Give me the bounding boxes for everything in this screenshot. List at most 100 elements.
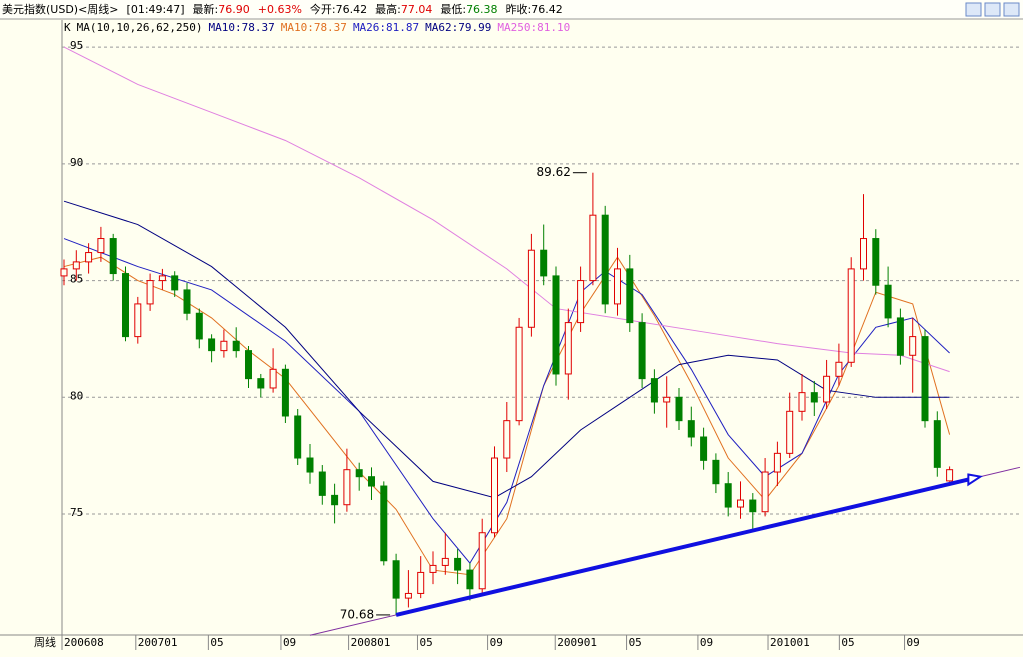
button[interactable] [984,2,1001,17]
header-text: 最高: [375,2,401,16]
candle-body [700,436,708,461]
candle-body [158,275,166,282]
x-tick-label: 05 [419,636,432,649]
header-text: 最新: [193,2,219,16]
candle-body [675,396,683,422]
annotation-label: 89.62 [537,165,571,179]
header-text: 昨收:76.42 [506,2,563,16]
candle-body [527,249,535,328]
x-tick-label: 09 [907,636,920,649]
candle-body [921,336,929,422]
candle-body [318,471,326,496]
candle-body [835,361,843,377]
candle-body [392,560,400,599]
candle-body [712,459,720,485]
candle-body [798,392,806,412]
candle-body [183,289,191,314]
candle-body [540,249,548,277]
button[interactable] [1003,2,1020,17]
annotation-label: 70.68 [340,607,374,621]
candle-body [368,476,375,487]
candle-body [564,322,572,375]
candle-body [773,452,781,473]
candle-body [454,557,462,571]
candle-body [331,494,339,506]
header-text: 77.04 [401,3,433,16]
x-tick-label: 09 [700,636,713,649]
candle-body [122,273,129,338]
x-tick-label: 09 [490,636,503,649]
legend-text: MA(10,10,26,62,250) [77,21,203,34]
candle-body [355,469,363,478]
candle-body [257,378,265,389]
candle-body [761,471,769,513]
ma-line [63,200,950,499]
x-tick-label: 05 [841,636,854,649]
x-tick-label: 200801 [351,636,391,649]
y-tick-label: 75 [70,506,83,519]
candle-body [60,268,68,277]
candle-body [404,592,412,599]
candle-body [663,396,671,403]
candle-body [552,275,560,375]
candle-body [417,571,425,594]
header-text: +0.63% [258,3,302,16]
candle-body [441,557,449,566]
x-tick-label: 201001 [770,636,810,649]
legend-text: MA10:78.37 [281,21,347,34]
candle-body [466,569,474,590]
candle-body [281,368,289,417]
header-text: 最低: [440,3,466,16]
candle-body [737,499,744,508]
candle-body [847,268,855,363]
x-tick-label: 200901 [557,636,597,649]
x-tick-label: 05 [210,636,223,649]
candle-body [343,469,351,506]
y-tick-label: 90 [70,156,83,169]
candle-body [515,326,523,422]
legend-text: MA26:81.87 [353,21,419,34]
candle-body [650,378,658,403]
header-text: [01:49:47] [127,3,185,16]
button[interactable] [965,2,982,17]
legend-text: MA250:81.10 [497,21,570,34]
candle-body [638,322,646,380]
candle-body [909,336,917,356]
trend-arrow [967,473,984,487]
candle-body [786,410,794,454]
candle-body [171,275,179,291]
x-tick-label: 200608 [64,636,104,649]
candle-body [860,238,867,270]
candle-body [503,420,511,459]
candle-body [626,268,634,324]
window-buttons[interactable] [965,2,1020,17]
trendline [395,476,973,617]
y-tick-label: 95 [70,39,83,52]
candle-body [601,214,609,305]
candle-body [72,261,80,270]
candle-body [208,338,216,352]
y-tick-label: 80 [70,389,83,402]
candle-body [380,485,388,562]
legend-text: MA62:79.99 [425,21,491,34]
legend-text: MA10:78.37 [208,21,274,34]
candle-body [97,238,105,254]
candle-body [134,303,142,338]
candle-body [232,340,240,352]
x-tick-label: 09 [283,636,296,649]
candle-body [823,375,831,403]
header-bar [0,0,1023,19]
candle-body [872,238,880,286]
candle-body [896,317,904,356]
header-text: 美元指数(USD)<周线> [2,2,119,16]
header-text: 76.90 [218,3,250,16]
header-text: 76.38 [466,3,498,16]
candle-body [146,280,154,305]
candle-body [109,238,117,275]
header-text: 今开:76.42 [310,2,367,16]
candle-body [294,415,302,459]
candle-body [269,368,277,389]
